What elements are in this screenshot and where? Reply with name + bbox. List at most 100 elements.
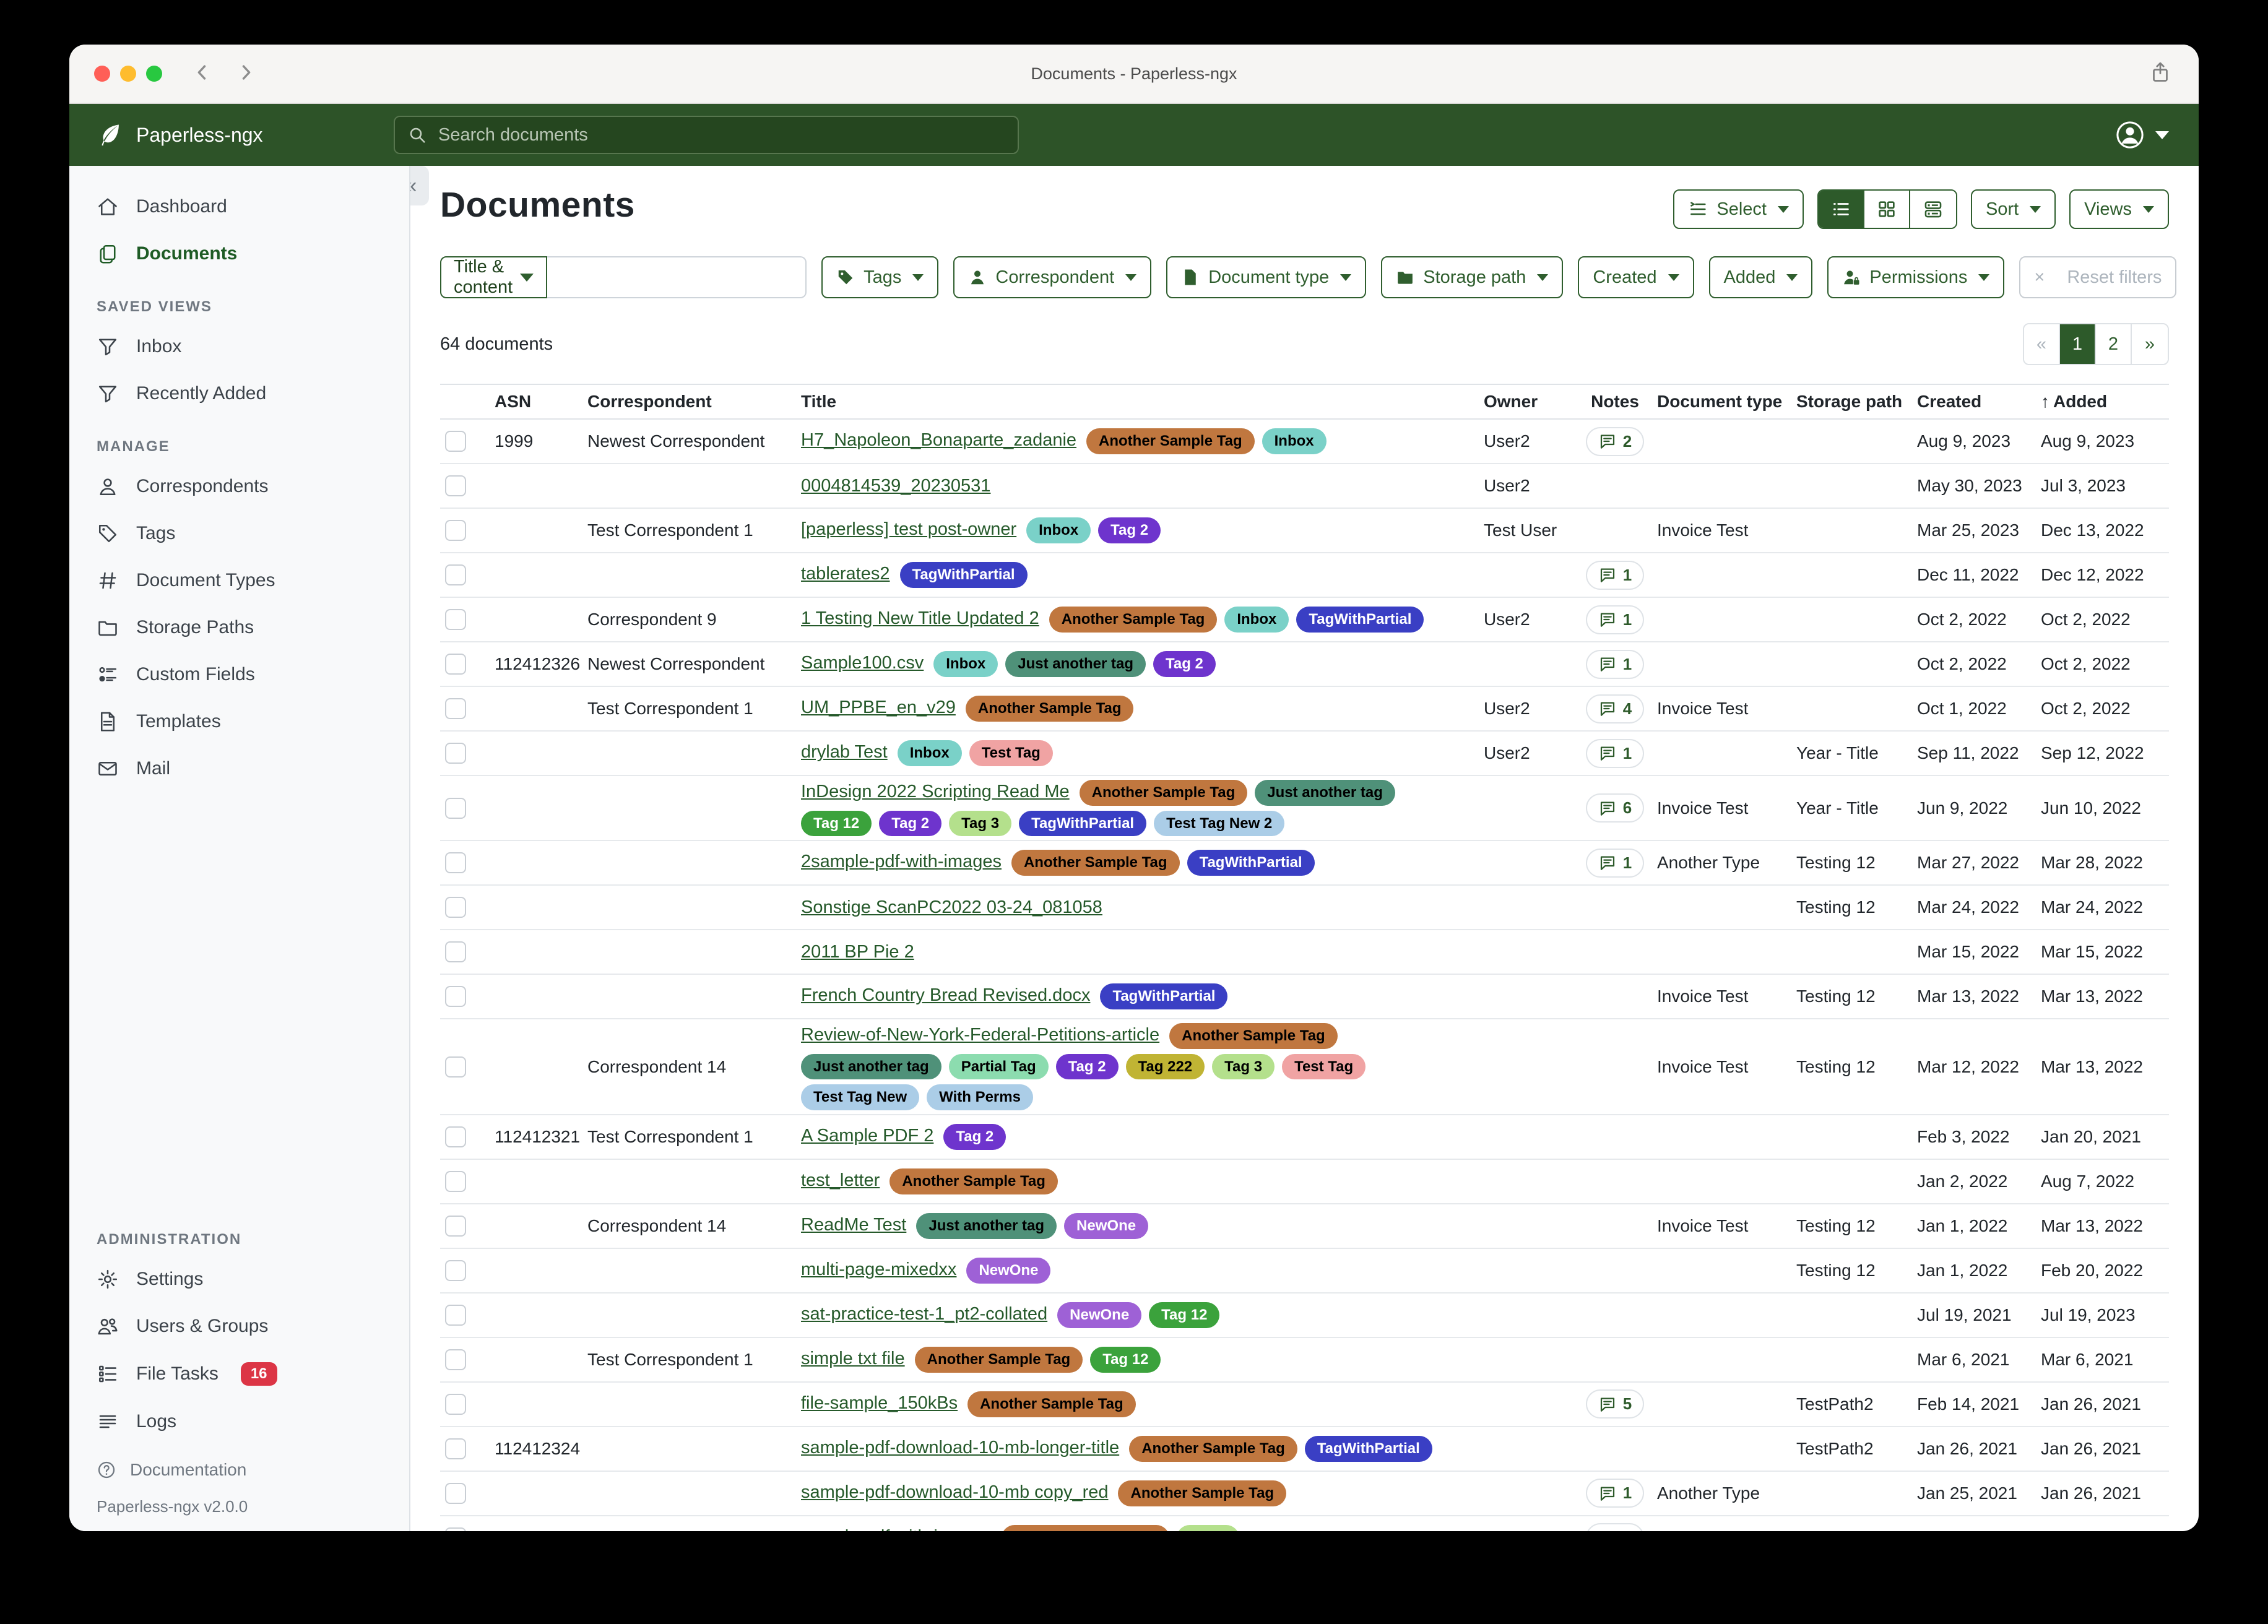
notes-badge[interactable]: 6 (1585, 793, 1645, 823)
row-checkbox[interactable] (445, 564, 466, 586)
tag-badge[interactable]: Inbox (1026, 517, 1091, 543)
tag-badge[interactable]: Another Sample Tag (1079, 780, 1248, 806)
document-title-link[interactable]: sample-pdf-download-10-mb copy_red (801, 1482, 1109, 1503)
tag-badge[interactable]: Another Sample Tag (914, 1347, 1083, 1373)
user-menu[interactable] (2116, 121, 2169, 149)
tag-badge[interactable]: NewOne (1057, 1302, 1142, 1328)
notes-badge[interactable]: 2 (1585, 426, 1645, 456)
tag-badge[interactable]: Inbox (1262, 428, 1327, 454)
sidebar-item-templates[interactable]: Templates (69, 698, 409, 745)
document-title-link[interactable]: file-sample_150kBs (801, 1393, 958, 1414)
tag-badge[interactable]: Tag 2 (1098, 517, 1161, 543)
notes-badge[interactable]: 5 (1585, 1389, 1645, 1419)
sidebar-item-storage-paths[interactable]: Storage Paths (69, 604, 409, 651)
zoom-window-button[interactable] (146, 66, 162, 82)
document-title-link[interactable]: drylab Test (801, 742, 888, 762)
document-title-link[interactable]: 0004814539_20230531 (801, 475, 991, 496)
row-checkbox[interactable] (445, 986, 466, 1008)
row-checkbox[interactable] (445, 941, 466, 963)
row-checkbox[interactable] (445, 743, 466, 764)
row-checkbox[interactable] (445, 609, 466, 631)
header-title[interactable]: Title (801, 392, 837, 411)
select-button[interactable]: Select (1673, 189, 1804, 229)
sidebar-item-correspondents[interactable]: Correspondents (69, 463, 409, 510)
pagination-prev-button[interactable]: « (2024, 324, 2060, 364)
sidebar-item-tags[interactable]: Tags (69, 510, 409, 557)
header-asn[interactable]: ASN (495, 392, 532, 411)
document-title-link[interactable]: Sonstige ScanPC2022 03-24_081058 (801, 897, 1102, 917)
document-title-link[interactable]: [paperless] test post-owner (801, 519, 1017, 540)
document-title-link[interactable]: ReadMe Test (801, 1215, 907, 1235)
document-title-link[interactable]: test_letter (801, 1170, 880, 1191)
document-title-link[interactable]: sample-pdf-download-10-mb-longer-title (801, 1438, 1120, 1458)
notes-badge[interactable]: 1 (1585, 1479, 1645, 1508)
tag-badge[interactable]: TagWithPartial (1304, 1436, 1432, 1462)
tag-badge[interactable]: Just another tag (916, 1213, 1057, 1239)
tag-badge[interactable]: Another Sample Tag (965, 696, 1134, 722)
sidebar-item-dashboard[interactable]: Dashboard (69, 183, 409, 230)
header-created[interactable]: Created (1917, 392, 1982, 411)
row-checkbox[interactable] (445, 654, 466, 675)
notes-badge[interactable]: 1 (1585, 649, 1645, 679)
notes-badge[interactable]: 1 (1585, 848, 1645, 878)
tag-badge[interactable]: Another Sample Tag (1086, 428, 1255, 454)
header-document-type[interactable]: Document type (1657, 392, 1783, 411)
minimize-window-button[interactable] (120, 66, 136, 82)
row-checkbox[interactable] (445, 698, 466, 720)
document-type-filter-button[interactable]: Document type (1166, 256, 1367, 298)
pagination-page-1[interactable]: 1 (2060, 324, 2096, 364)
document-title-link[interactable]: A Sample PDF 2 (801, 1126, 934, 1146)
permissions-filter-button[interactable]: Permissions (1827, 256, 2005, 298)
tag-badge[interactable]: Just another tag (801, 1053, 941, 1080)
notes-badge[interactable]: 1 (1585, 605, 1645, 634)
tag-badge[interactable]: Partial Tag (948, 1053, 1049, 1080)
tag-badge[interactable]: Another Sample Tag (889, 1168, 1058, 1194)
tag-badge[interactable]: Tag 12 (1090, 1347, 1161, 1373)
notes-badge[interactable]: 1 (1585, 738, 1645, 768)
header-storage-path[interactable]: Storage path (1796, 392, 1903, 411)
title-content-dropdown[interactable]: Title & content (440, 256, 548, 298)
tag-badge[interactable]: Tag 2 (879, 810, 942, 837)
tags-filter-button[interactable]: Tags (821, 256, 939, 298)
header-added[interactable]: ↑ Added (2041, 392, 2108, 411)
grid-view-button[interactable] (1864, 191, 1910, 228)
tag-badge[interactable]: Test Tag New (801, 1084, 920, 1110)
tag-badge[interactable]: Inbox (933, 651, 998, 677)
share-icon[interactable] (2149, 60, 2171, 88)
row-checkbox[interactable] (445, 475, 466, 497)
storage-path-filter-button[interactable]: Storage path (1381, 256, 1564, 298)
tag-badge[interactable]: Tag 2 (1055, 1053, 1119, 1080)
sidebar-item-logs[interactable]: Logs (69, 1398, 409, 1445)
tag-badge[interactable]: With Perms (927, 1084, 1033, 1110)
views-button[interactable]: Views (2069, 189, 2169, 229)
tag-badge[interactable]: Test Tag (1282, 1053, 1366, 1080)
document-title-link[interactable]: French Country Bread Revised.docx (801, 985, 1091, 1006)
header-notes[interactable]: Notes (1591, 392, 1639, 411)
row-checkbox[interactable] (445, 1483, 466, 1505)
row-checkbox[interactable] (445, 797, 466, 819)
document-title-link[interactable]: tablerates2 (801, 564, 890, 584)
row-checkbox[interactable] (445, 1126, 466, 1148)
tag-badge[interactable]: TagWithPartial (1296, 607, 1424, 633)
list-view-button[interactable] (1818, 191, 1864, 228)
sort-button[interactable]: Sort (1970, 189, 2056, 229)
header-owner[interactable]: Owner (1484, 392, 1538, 411)
document-title-link[interactable]: Sample100.csv (801, 653, 924, 673)
tag-badge[interactable]: TagWithPartial (1100, 983, 1228, 1009)
sidebar-item-inbox[interactable]: Inbox (69, 323, 409, 370)
tag-badge[interactable]: NewOne (1064, 1213, 1149, 1239)
back-icon[interactable] (192, 62, 213, 86)
sidebar-item-settings[interactable]: Settings (69, 1256, 409, 1303)
tag-badge[interactable]: Just another tag (1005, 651, 1146, 677)
document-title-link[interactable]: H7_Napoleon_Bonaparte_zadanie (801, 430, 1077, 451)
tag-badge[interactable]: Another Sample Tag (1129, 1436, 1297, 1462)
forward-icon[interactable] (235, 62, 256, 86)
document-title-link[interactable]: sample-pdf-with-images (801, 1527, 992, 1531)
row-checkbox[interactable] (445, 1056, 466, 1078)
tag-badge[interactable]: Just another tag (1255, 780, 1395, 806)
sidebar-item-users-groups[interactable]: Users & Groups (69, 1303, 409, 1350)
row-checkbox[interactable] (445, 1216, 466, 1237)
row-checkbox[interactable] (445, 852, 466, 874)
row-checkbox[interactable] (445, 1394, 466, 1415)
notes-badge[interactable]: 4 (1585, 1523, 1645, 1531)
